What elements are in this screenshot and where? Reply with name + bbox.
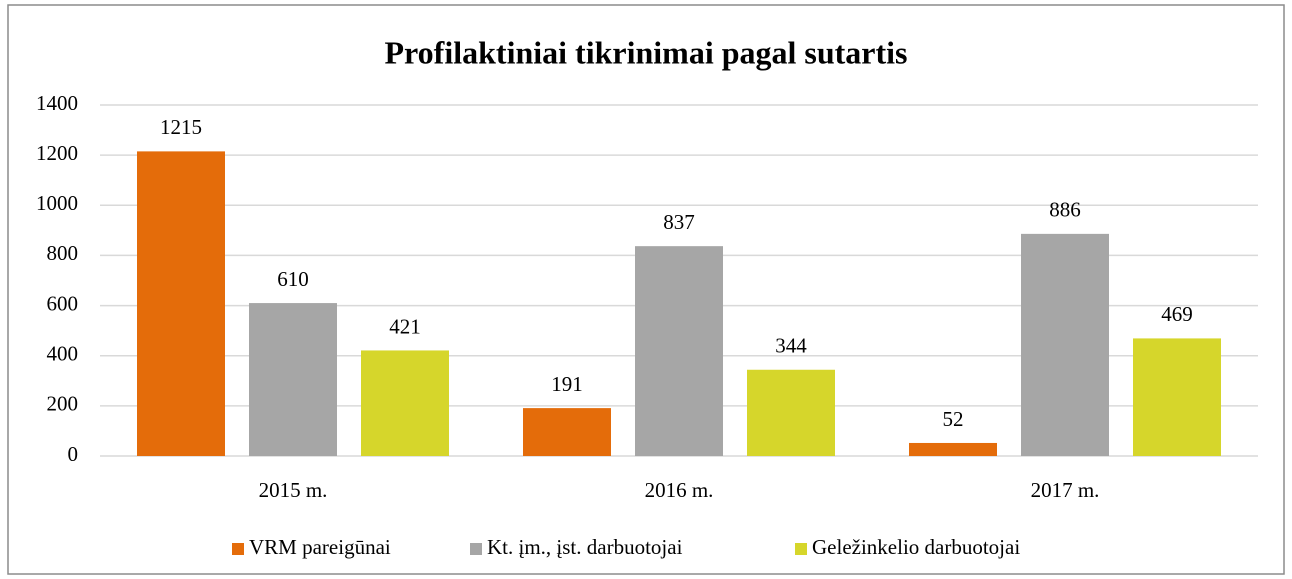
bar bbox=[1133, 338, 1221, 456]
bar bbox=[361, 350, 449, 456]
y-tick-label: 800 bbox=[47, 241, 79, 265]
legend-swatch bbox=[232, 543, 244, 555]
chart-title: Profilaktiniai tikrinimai pagal sutartis bbox=[385, 34, 908, 70]
value-label: 421 bbox=[389, 314, 421, 338]
bar bbox=[249, 303, 337, 456]
x-tick-label: 2016 m. bbox=[645, 478, 714, 502]
y-tick-label: 1000 bbox=[36, 191, 78, 215]
value-label: 191 bbox=[551, 372, 583, 396]
y-tick-label: 600 bbox=[47, 291, 79, 315]
y-tick-label: 400 bbox=[47, 342, 79, 366]
x-tick-label: 2017 m. bbox=[1031, 478, 1100, 502]
legend-swatch bbox=[795, 543, 807, 555]
y-tick-label: 0 bbox=[68, 442, 79, 466]
bar bbox=[635, 246, 723, 456]
value-label: 837 bbox=[663, 210, 695, 234]
x-tick-label: 2015 m. bbox=[259, 478, 328, 502]
bar bbox=[747, 369, 835, 456]
bar bbox=[137, 151, 225, 456]
value-label: 886 bbox=[1049, 198, 1081, 222]
bar bbox=[1021, 233, 1109, 456]
legend-swatch bbox=[470, 543, 482, 555]
y-tick-label: 1400 bbox=[36, 91, 78, 115]
value-label: 610 bbox=[277, 267, 309, 291]
bar bbox=[523, 408, 611, 456]
legend-label: VRM pareigūnai bbox=[249, 535, 391, 559]
y-tick-label: 200 bbox=[47, 392, 79, 416]
legend-label: Kt. įm., įst. darbuotojai bbox=[487, 535, 683, 559]
value-label: 344 bbox=[775, 334, 807, 358]
value-label: 52 bbox=[943, 407, 964, 431]
value-label: 1215 bbox=[160, 115, 202, 139]
bar bbox=[909, 442, 997, 456]
value-label: 469 bbox=[1161, 302, 1193, 326]
y-tick-label: 1200 bbox=[36, 141, 78, 165]
legend-label: Geležinkelio darbuotojai bbox=[812, 535, 1020, 559]
